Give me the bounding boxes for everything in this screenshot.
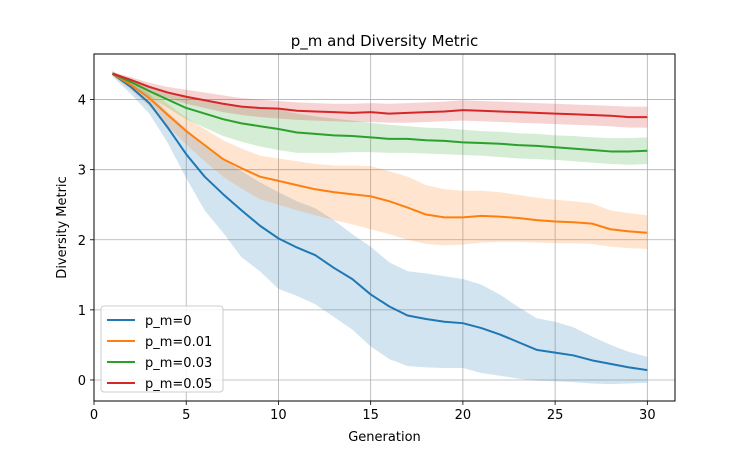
legend-label: p_m=0.03 [145,356,212,371]
series-line-p-m-0 [111,72,648,372]
y-axis-ticks: 0 1 2 3 4 [78,94,94,389]
legend-label: p_m=0.01 [145,335,212,350]
legend: p_m=0 p_m=0.01 p_m=0.03 p_m=0.05 [100,305,224,393]
band-p-m-0 [112,70,648,385]
x-tick-label: 20 [455,408,472,423]
series-line-p-m-0-05 [112,72,648,119]
x-axis-ticks: 0 5 10 15 20 25 30 [90,401,656,423]
series-lines [111,72,648,372]
x-tick-label: 5 [182,408,190,423]
x-tick-label: 30 [639,408,656,423]
legend-label: p_m=0 [145,314,192,329]
series-line-p-m-0-03 [112,72,648,153]
y-tick-label: 4 [78,94,86,109]
band-p-m-0-01 [112,71,648,249]
y-axis-label: Diversity Metric [55,176,70,278]
x-tick-label: 0 [90,408,98,423]
x-axis-label: Generation [348,430,421,445]
y-tick-label: 2 [78,234,86,249]
x-tick-label: 15 [362,408,379,423]
legend-label: p_m=0.05 [145,377,212,392]
chart-title: p_m and Diversity Metric [291,32,479,51]
series-line-p-m-0-01 [111,72,648,234]
y-tick-label: 1 [78,304,86,319]
axes-frame [93,53,676,402]
y-tick-label: 3 [78,164,86,179]
confidence-bands [112,70,648,385]
y-tick-label: 0 [78,374,86,389]
band-p-m-0-05 [112,72,648,128]
x-tick-label: 25 [547,408,564,423]
legend-box [100,305,224,393]
x-tick-label: 10 [270,408,287,423]
band-p-m-0-03 [112,72,648,165]
